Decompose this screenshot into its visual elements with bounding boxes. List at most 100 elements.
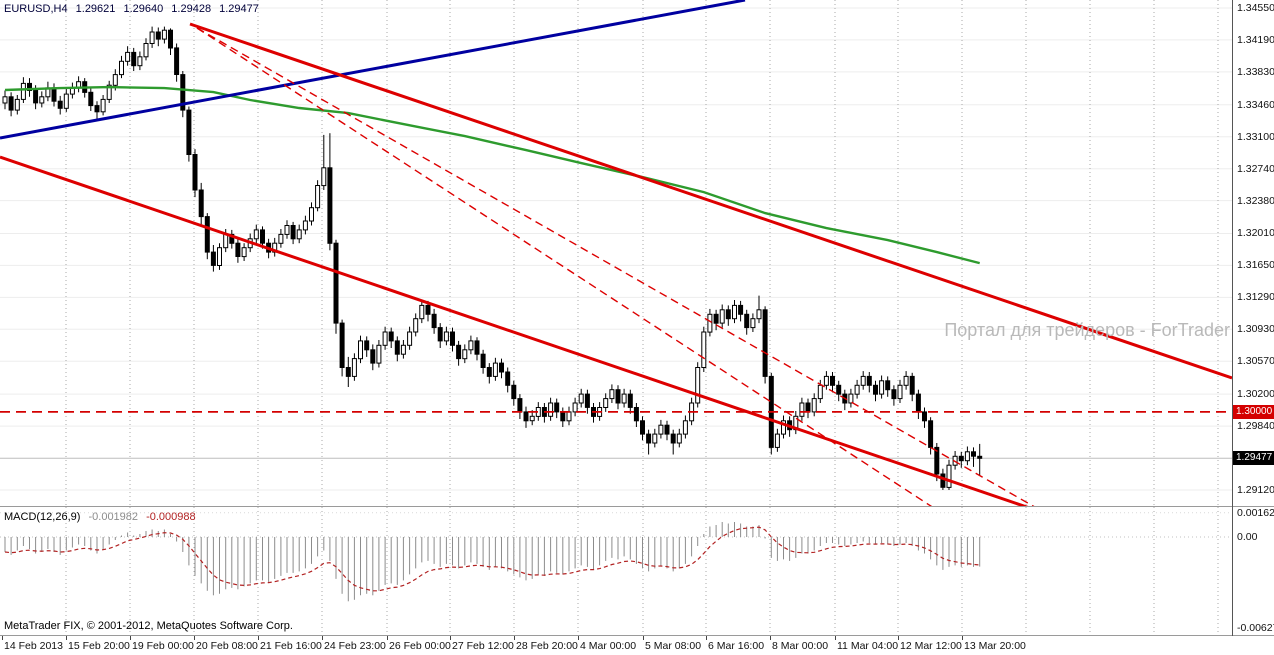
candle: [817, 384, 823, 400]
red-dashed-fan-line-2[interactable]: [196, 27, 940, 506]
candle: [94, 105, 100, 113]
time-axis-label: 15 Feb 20:00: [68, 640, 130, 652]
candle: [578, 393, 584, 404]
copyright-text: MetaTrader FIX, © 2001-2012, MetaQuotes …: [4, 620, 293, 632]
candle: [419, 304, 425, 320]
candle: [922, 411, 927, 422]
candle: [830, 375, 835, 386]
price-axis-label: 1.30930: [1237, 323, 1274, 335]
price-axis-label: 1.32380: [1237, 195, 1274, 207]
price-axis-label: 1.33460: [1237, 99, 1274, 111]
candle: [63, 93, 69, 109]
candle: [781, 420, 786, 435]
macd-axis-label: 0.00162: [1237, 507, 1274, 519]
macd-signal-value: -0.000988: [146, 511, 196, 523]
red-upper-channel-line[interactable]: [189, 22, 1232, 380]
candle: [88, 91, 94, 107]
candle: [149, 31, 155, 44]
candle: [309, 207, 314, 222]
time-axis[interactable]: 14 Feb 2013 15 Feb 20:00 19 Feb 00:00 20 Fe…: [0, 636, 1274, 655]
candle: [431, 313, 437, 329]
time-axis-tick: [706, 636, 707, 640]
high-value: 1.29640: [123, 3, 164, 15]
candle: [774, 433, 780, 448]
candle: [732, 304, 737, 320]
price-chart-panel[interactable]: EURUSD,H4 1.29621 1.29640 1.29428 1.2947…: [0, 0, 1232, 506]
price-axis-label: 1.31650: [1237, 259, 1274, 271]
candle: [946, 464, 952, 488]
candle: [560, 411, 566, 422]
candle: [284, 225, 290, 235]
time-axis-tick: [322, 636, 323, 640]
red-lower-channel-line[interactable]: [0, 155, 1232, 506]
candle: [572, 402, 578, 413]
candle: [627, 393, 633, 408]
hline-price-tag: 1.30000: [1233, 405, 1274, 419]
candle: [27, 82, 32, 92]
price-chart-canvas[interactable]: [0, 0, 1232, 506]
candle: [339, 322, 345, 369]
candle: [885, 380, 891, 391]
candle: [584, 393, 590, 408]
candle: [615, 389, 621, 404]
candle: [719, 309, 725, 324]
candle: [517, 398, 523, 413]
current-price-tag: 1.29477: [1233, 451, 1274, 465]
candle: [646, 433, 652, 444]
candle: [315, 185, 321, 209]
candle: [609, 389, 615, 400]
candle: [168, 29, 173, 49]
candle: [112, 74, 118, 86]
macd-axis[interactable]: 0.00162 0.00 -0.00627: [1233, 507, 1274, 635]
price-axis[interactable]: 1.34550 1.34190 1.33830 1.33460 1.33100 1.327…: [1233, 0, 1274, 506]
candle: [125, 51, 131, 62]
candle: [450, 331, 455, 346]
macd-canvas[interactable]: [0, 507, 1232, 635]
candle: [100, 98, 106, 113]
price-axis-label: 1.34190: [1237, 34, 1274, 46]
macd-panel[interactable]: [0, 507, 1232, 635]
blue-ascending-line[interactable]: [0, 0, 746, 140]
candle: [811, 398, 817, 413]
candle: [707, 313, 713, 333]
time-axis-label: 4 Mar 00:00: [580, 640, 637, 652]
candle: [756, 309, 762, 320]
panel-separator[interactable]: [0, 506, 1274, 507]
candle: [186, 109, 192, 155]
candle: [854, 384, 860, 395]
candle: [437, 327, 443, 342]
chart-header: EURUSD,H4 1.29621 1.29640 1.29428 1.2947…: [4, 3, 264, 15]
candle: [296, 229, 302, 240]
candle: [290, 225, 296, 240]
time-axis-label: 13 Mar 20:00: [964, 640, 1026, 652]
time-axis-tick: [962, 636, 963, 640]
candle: [468, 340, 474, 351]
time-axis-tick: [770, 636, 771, 640]
candle: [603, 398, 609, 409]
candle: [897, 384, 903, 400]
red-dashed-fan-line-1[interactable]: [196, 27, 1040, 506]
watermark: Портал для трейдеров - ForTrader: [944, 320, 1230, 340]
candle: [119, 60, 124, 76]
candle: [909, 375, 915, 395]
time-axis-tick: [514, 636, 515, 640]
green-moving-average[interactable]: [4, 85, 980, 265]
candle: [486, 367, 492, 377]
candle: [278, 233, 284, 244]
candle: [20, 82, 26, 100]
candle: [664, 424, 670, 435]
candle: [456, 344, 462, 360]
time-axis-label: 8 Mar 00:00: [772, 640, 829, 652]
candle: [143, 43, 149, 58]
candle: [364, 340, 370, 351]
candle: [413, 318, 419, 333]
time-axis-tick: [835, 636, 836, 640]
time-axis-label: 5 Mar 08:00: [645, 640, 702, 652]
macd-histogram: [4, 522, 981, 602]
candle: [940, 473, 946, 488]
time-axis-tick: [898, 636, 899, 640]
candle: [652, 433, 658, 444]
time-axis-label: 14 Feb 2013: [4, 640, 63, 652]
candle: [529, 415, 535, 422]
candle: [977, 455, 983, 459]
